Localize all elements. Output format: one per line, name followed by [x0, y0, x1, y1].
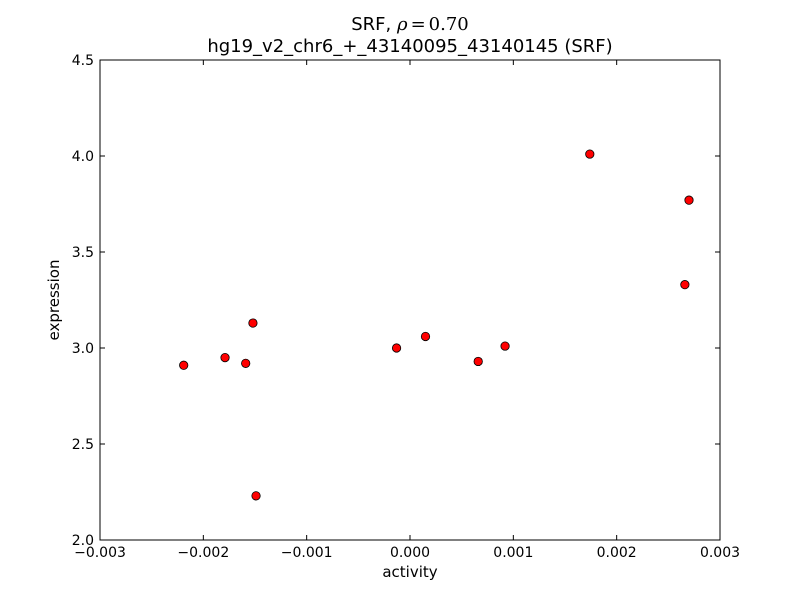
data-point [248, 318, 258, 328]
y-tick-label: 2.5 [72, 437, 94, 453]
data-point [500, 341, 510, 351]
chart-title-eq: = [411, 14, 426, 35]
chart-title-rho: ρ [396, 14, 408, 35]
chart-title-prefix: SRF, [351, 14, 397, 35]
data-point [585, 149, 595, 159]
data-point [473, 356, 483, 367]
x-axis-label: activity [382, 563, 437, 581]
data-point [251, 491, 261, 501]
y-tick-label: 2.0 [72, 533, 94, 549]
chart-title-value: 0.70 [429, 14, 469, 35]
data-point [220, 352, 230, 363]
x-tick-label: 0.003 [700, 545, 740, 561]
x-tick-label: 0.000 [390, 545, 430, 561]
y-tick-label: 4.5 [72, 53, 94, 69]
data-point [420, 331, 431, 342]
x-tick-label: −0.002 [177, 545, 229, 561]
x-tick-label: −0.003 [74, 545, 126, 561]
x-tick-label: −0.001 [281, 545, 333, 561]
y-tick-label: 3.0 [72, 341, 94, 357]
data-point [391, 343, 402, 353]
plot-area-frame [99, 59, 721, 541]
x-tick-label: 0.002 [597, 545, 637, 561]
y-tick-label: 4.0 [72, 149, 94, 165]
data-point [179, 360, 189, 370]
data-point [241, 358, 251, 368]
y-axis-label: expression [45, 260, 63, 341]
data-point [684, 195, 694, 205]
ticks-layer: −0.003 −0.002 −0.001 0.000 0.001 0.002 0.003 2.… [72, 53, 740, 561]
data-point [680, 280, 690, 290]
chart-title: SRF, ρ = 0.70 [351, 14, 469, 35]
chart-subtitle: hg19_v2_chr6_+_43140095_43140145 (SRF) [207, 36, 612, 57]
y-tick-label: 3.5 [72, 245, 94, 261]
x-tick-label: 0.001 [493, 545, 533, 561]
points-layer [179, 149, 694, 501]
